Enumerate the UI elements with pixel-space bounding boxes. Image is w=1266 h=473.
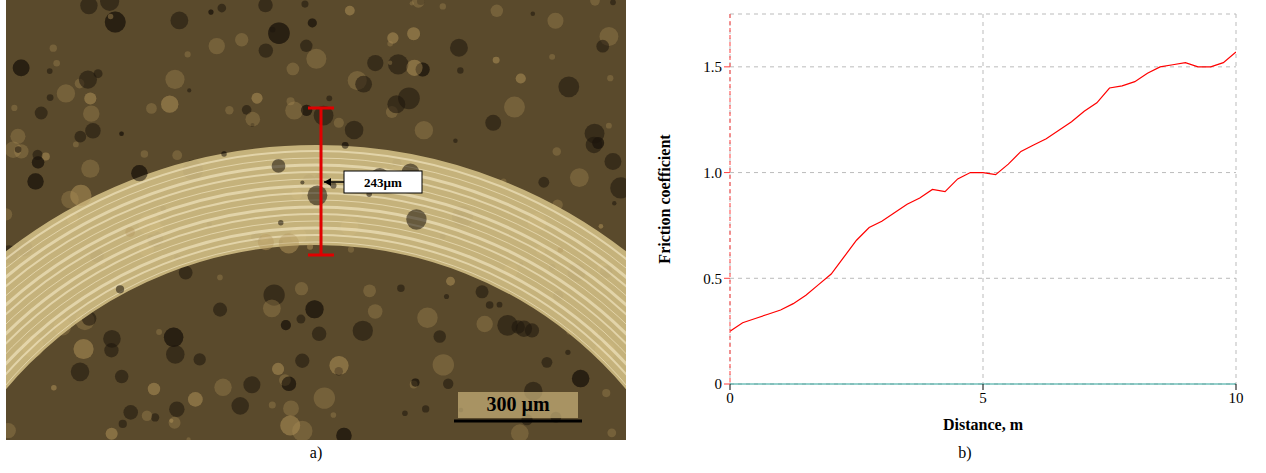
svg-text:0: 0 bbox=[726, 390, 734, 406]
svg-text:Friction coefficient: Friction coefficient bbox=[656, 134, 673, 264]
svg-text:Distance, m: Distance, m bbox=[943, 416, 1024, 433]
html-text:a): a) bbox=[309, 444, 323, 461]
svg-text:5: 5 bbox=[979, 390, 987, 406]
svg-text:1.5: 1.5 bbox=[703, 59, 722, 75]
html-text:b): b) bbox=[958, 444, 972, 461]
svg-text:300 µm: 300 µm bbox=[486, 393, 550, 416]
svg-text:0.5: 0.5 bbox=[703, 271, 722, 287]
svg-text:243µm: 243µm bbox=[364, 175, 402, 190]
svg-text:10: 10 bbox=[1229, 390, 1244, 406]
svg-text:1.0: 1.0 bbox=[703, 165, 722, 181]
svg-text:0: 0 bbox=[715, 376, 723, 392]
